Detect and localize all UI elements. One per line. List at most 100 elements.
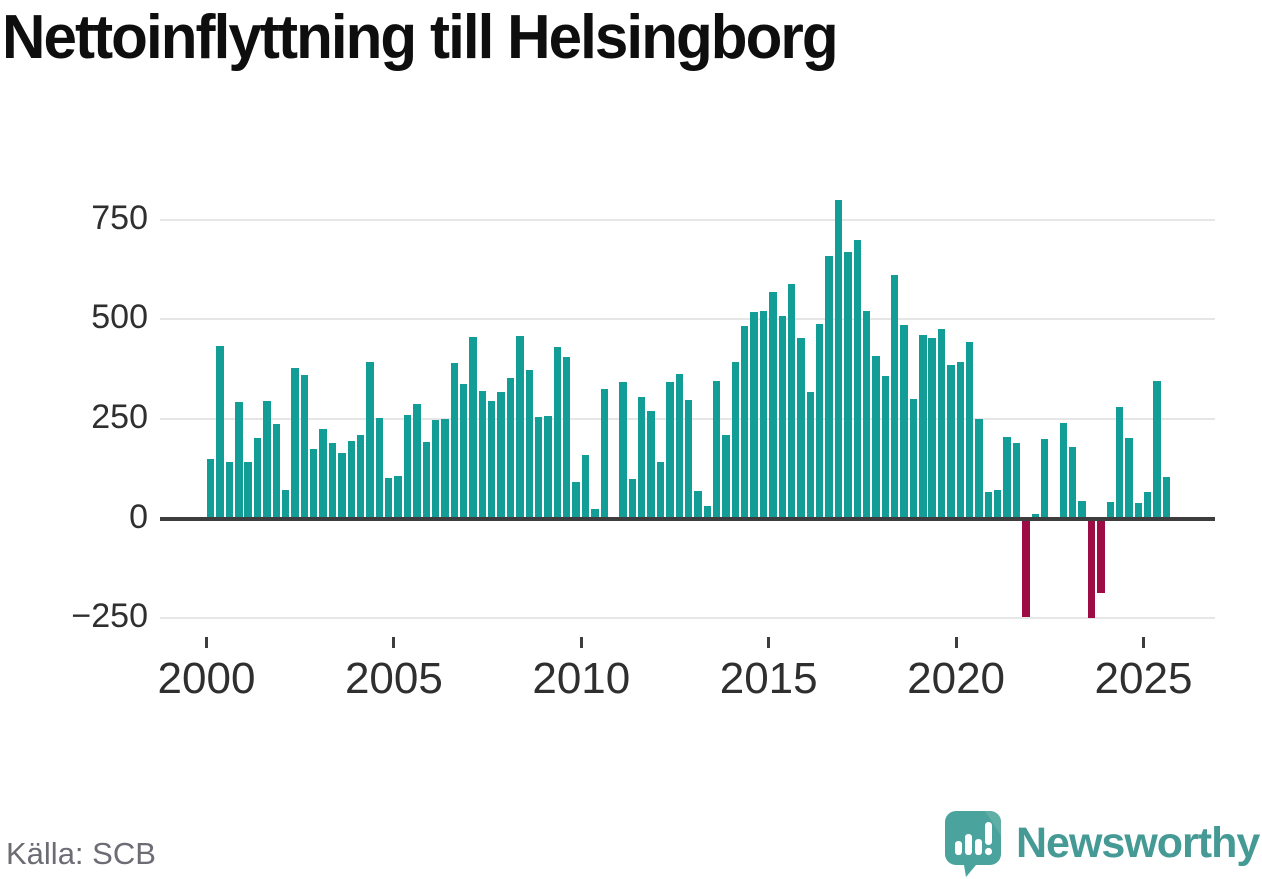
x-axis-tick-label: 2010 (532, 654, 631, 703)
bar (207, 458, 215, 519)
bar (394, 475, 402, 519)
bar (291, 367, 299, 519)
bar (1012, 443, 1021, 519)
bar (1097, 518, 1105, 594)
bar (1144, 491, 1152, 519)
bar (1153, 380, 1161, 519)
bar (319, 428, 327, 519)
bar (656, 462, 665, 519)
bar (216, 346, 224, 519)
bar (891, 275, 899, 519)
bar (1134, 503, 1143, 519)
bar (300, 375, 309, 519)
bar (684, 399, 693, 519)
source-caption: Källa: SCB (6, 836, 156, 871)
bar (937, 329, 946, 519)
bar (965, 342, 974, 519)
bar (816, 323, 824, 519)
bar (225, 462, 234, 519)
bar (666, 381, 674, 519)
bar (422, 441, 430, 519)
bar (806, 392, 815, 519)
bar (497, 392, 505, 519)
bar (619, 382, 627, 519)
bar (1059, 423, 1068, 519)
bar (1078, 500, 1086, 519)
y-axis-tick-label: 750 (91, 198, 148, 237)
bar (281, 490, 290, 519)
x-axis-tick-mark (767, 637, 771, 648)
bar (403, 415, 412, 519)
bar (516, 336, 524, 519)
bar (928, 337, 936, 519)
newsworthy-logo-text: Newsworthy (1016, 819, 1260, 867)
bar (919, 335, 927, 519)
x-axis-tick-label: 2005 (344, 654, 443, 703)
x-axis-tick-mark (954, 637, 958, 648)
bar (787, 284, 796, 519)
bar (600, 389, 608, 519)
bar (769, 291, 777, 519)
bar (253, 437, 262, 519)
y-axis-tick-label: 500 (91, 298, 148, 337)
bar (431, 419, 440, 519)
bar (506, 377, 515, 519)
bar (825, 256, 833, 519)
bar (525, 370, 533, 519)
zero-axis-line (160, 516, 1215, 521)
gridline (160, 318, 1215, 321)
bar (469, 337, 477, 519)
bar (675, 373, 683, 519)
bar (385, 477, 393, 519)
bar (553, 347, 562, 519)
bar (441, 419, 449, 519)
bar (994, 490, 1002, 519)
bar (1106, 501, 1114, 519)
bar (310, 448, 318, 519)
x-axis-tick-label: 2000 (157, 654, 256, 703)
bar (1087, 518, 1096, 618)
bar (703, 505, 711, 519)
bar (975, 419, 983, 519)
gridline (160, 218, 1215, 221)
bar (797, 338, 805, 519)
y-axis-tick-label: −250 (71, 597, 148, 636)
chart-title: Nettoinflyttning till Helsingborg (2, 3, 839, 72)
bar (722, 434, 730, 519)
x-axis-tick-mark (579, 637, 583, 648)
bar (750, 312, 758, 519)
bar (1115, 407, 1124, 519)
bar (375, 417, 384, 519)
bar (366, 362, 374, 519)
x-axis-tick-label: 2020 (907, 654, 1006, 703)
x-axis-tick-mark (205, 637, 208, 648)
bar (834, 200, 843, 519)
bar (628, 479, 637, 519)
bar (591, 509, 599, 519)
bar (235, 401, 243, 519)
bar (862, 310, 871, 519)
newsworthy-logo: Newsworthy (944, 810, 1260, 878)
bar (844, 251, 852, 519)
bar (272, 424, 280, 519)
bar (900, 324, 908, 519)
gridline (160, 617, 1215, 620)
bar (534, 417, 543, 519)
bar (1040, 438, 1049, 519)
bar (478, 390, 487, 519)
x-axis-tick-mark (1142, 637, 1145, 648)
y-axis-tick-label: 0 (129, 497, 148, 536)
bar (731, 361, 740, 519)
newsworthy-speech-bubble-chart-icon (945, 811, 1001, 877)
bar (712, 381, 721, 519)
bar (638, 397, 646, 519)
bar (759, 311, 768, 519)
bar (1069, 447, 1077, 519)
bar (853, 240, 861, 519)
x-axis-tick-mark (392, 637, 396, 648)
bar (872, 356, 880, 519)
bar (881, 375, 890, 519)
bar (563, 357, 571, 519)
bar (647, 411, 655, 519)
